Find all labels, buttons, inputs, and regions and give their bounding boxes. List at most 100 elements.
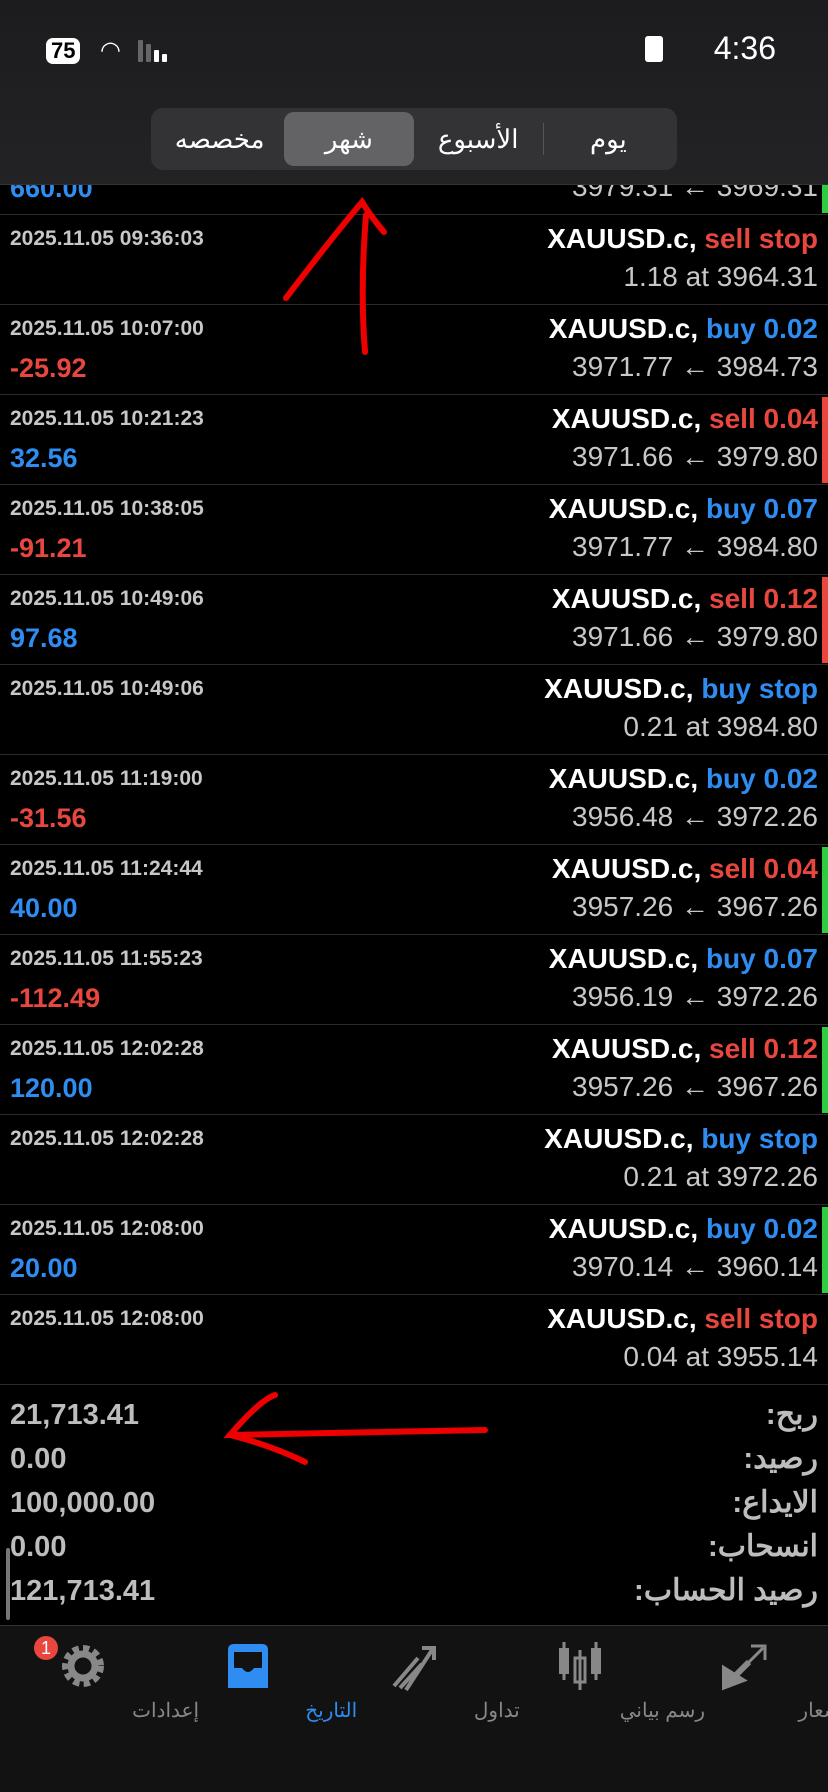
tab-settings[interactable]: 1 إعدادات	[0, 1626, 199, 1792]
row-price: 3956.19 ← 3972.26	[572, 981, 818, 1012]
symbol-name: XAUUSD.c,	[551, 583, 702, 614]
row-indicator	[822, 397, 828, 483]
row-action: buy 0.02	[705, 1213, 818, 1244]
segment-day[interactable]: يوم	[590, 123, 627, 154]
row-action: buy 0.07	[705, 943, 818, 974]
summary-line: 100,000.00 الايداع:	[0, 1483, 828, 1527]
row-action: buy 0.02	[705, 313, 818, 344]
row-price: 0.21 at 3972.26	[623, 1161, 818, 1192]
row-date: 2025.11.05 11:19:00	[10, 767, 203, 790]
segment-month[interactable]: شهر	[284, 112, 414, 166]
row-indicator	[822, 1207, 828, 1293]
row-action: sell 0.12	[709, 1033, 818, 1064]
history-row[interactable]: 2025.11.05 10:49:06 XAUUSD.c, buy stop 0…	[0, 665, 828, 755]
tab-trade[interactable]: تداول	[331, 1626, 520, 1792]
row-date: 2025.11.05 12:02:28	[10, 1127, 204, 1150]
row-profit: 97.68	[10, 623, 78, 653]
tab-bar: 1 إعدادات التاريخ تداول رسم بياني الاسعا…	[0, 1625, 828, 1792]
history-row[interactable]: 2025.11.05 12:08:00 20.00 XAUUSD.c, buy …	[0, 1205, 828, 1295]
symbol-name: XAUUSD.c,	[544, 673, 694, 704]
row-date: 2025.11.05 12:08:00	[10, 1217, 204, 1240]
summary-value: 21,713.41	[10, 1399, 140, 1431]
row-symbol: XAUUSD.c, buy 0.07	[549, 943, 818, 975]
symbol-name: XAUUSD.c,	[548, 313, 699, 344]
gear-icon	[61, 1645, 104, 1687]
row-date: 2025.11.05 11:24:44	[10, 857, 203, 880]
row-profit: -25.92	[10, 353, 87, 383]
row-profit: 120.00	[10, 1073, 93, 1103]
summary-line: 21,713.41 ربح:	[0, 1395, 828, 1439]
row-profit: 40.00	[10, 893, 78, 923]
summary-label: ربح:	[765, 1398, 818, 1431]
summary-value: 121,713.41	[10, 1575, 156, 1607]
row-date: 2025.11.05 09:36:03	[10, 227, 204, 250]
row-action: sell stop	[704, 223, 818, 254]
row-indicator	[822, 1027, 828, 1113]
battery-indicator: 75	[46, 38, 81, 64]
summary-line: 0.00 رصيد:	[0, 1439, 828, 1483]
header: 75 ◠ 4:36 يوم الأسبوع شهر مخصصه	[0, 0, 828, 185]
history-list: 660.00 3979.31 ← 3969.31 2025.11.05 09:3…	[0, 125, 828, 1385]
row-profit: -112.49	[10, 983, 101, 1013]
history-row[interactable]: 2025.11.05 10:38:05 -91.21 XAUUSD.c, buy…	[0, 485, 828, 575]
history-row[interactable]: 2025.11.05 12:02:28 120.00 XAUUSD.c, sel…	[0, 1025, 828, 1115]
row-symbol: XAUUSD.c, buy stop	[544, 673, 818, 705]
row-action: sell stop	[704, 1303, 818, 1334]
history-row[interactable]: 2025.11.05 10:21:23 32.56 XAUUSD.c, sell…	[0, 395, 828, 485]
scrollbar[interactable]	[6, 1548, 10, 1620]
row-price: 1.18 at 3964.31	[623, 261, 818, 292]
signal-icon	[138, 40, 167, 62]
status-bar: 75 ◠ 4:36	[0, 30, 828, 70]
row-indicator	[822, 577, 828, 663]
tab-label: إعدادات	[132, 1700, 200, 1722]
history-row[interactable]: 2025.11.05 11:55:23 -112.49 XAUUSD.c, bu…	[0, 935, 828, 1025]
symbol-name: XAUUSD.c,	[548, 943, 699, 974]
row-symbol: XAUUSD.c, buy 0.02	[549, 313, 818, 345]
row-symbol: XAUUSD.c, sell 0.12	[552, 1033, 818, 1065]
row-symbol: XAUUSD.c, sell stop	[547, 223, 818, 255]
history-row[interactable]: 2025.11.05 12:08:00 XAUUSD.c, sell stop …	[0, 1295, 828, 1385]
segment-custom[interactable]: مخصصه	[174, 123, 265, 154]
account-summary: 21,713.41 ربح: 0.00 رصيد: 100,000.00 الايداع:…	[0, 1395, 828, 1625]
row-action: sell 0.04	[709, 853, 818, 884]
row-date: 2025.11.05 10:21:23	[10, 407, 204, 430]
symbol-name: XAUUSD.c,	[548, 493, 699, 524]
inbox-icon	[228, 1644, 269, 1688]
row-profit: -91.21	[10, 533, 87, 563]
row-symbol: XAUUSD.c, buy 0.07	[549, 493, 818, 525]
row-date: 2025.11.05 10:38:05	[10, 497, 204, 520]
segment-week[interactable]: الأسبوع	[437, 123, 519, 154]
tab-chart[interactable]: رسم بياني	[497, 1626, 705, 1792]
row-profit: -31.56	[10, 803, 87, 833]
row-date: 2025.11.05 12:02:28	[10, 1037, 204, 1060]
row-indicator	[822, 847, 828, 933]
row-price: 3957.26 ← 3967.26	[572, 891, 818, 922]
tab-quotes[interactable]: الاسعار	[662, 1626, 828, 1792]
history-row[interactable]: 2025.11.05 11:19:00 -31.56 XAUUSD.c, buy…	[0, 755, 828, 845]
row-action: sell 0.04	[709, 403, 818, 434]
row-symbol: XAUUSD.c, sell stop	[547, 1303, 818, 1335]
row-price: 0.21 at 3984.80	[623, 711, 818, 742]
tab-history[interactable]: التاريخ	[166, 1626, 357, 1792]
row-symbol: XAUUSD.c, buy 0.02	[549, 1213, 818, 1245]
row-price: 3971.77 ← 3984.80	[572, 531, 818, 562]
history-row[interactable]: 2025.11.05 10:49:06 97.68 XAUUSD.c, sell…	[0, 575, 828, 665]
row-price: 3956.48 ← 3972.26	[572, 801, 818, 832]
row-action: buy 0.07	[705, 493, 818, 524]
symbol-name: XAUUSD.c,	[551, 403, 702, 434]
row-profit: 32.56	[10, 443, 78, 473]
wifi-icon: ◠	[100, 37, 121, 64]
row-profit: 20.00	[10, 1253, 78, 1283]
symbol-name: XAUUSD.c,	[547, 223, 697, 254]
history-row[interactable]: 2025.11.05 12:02:28 XAUUSD.c, buy stop 0…	[0, 1115, 828, 1205]
history-row[interactable]: 2025.11.05 09:36:03 XAUUSD.c, sell stop …	[0, 215, 828, 305]
symbol-name: XAUUSD.c,	[551, 853, 702, 884]
symbol-name: XAUUSD.c,	[547, 1303, 697, 1334]
trade-arrow-icon	[392, 1646, 436, 1692]
row-symbol: XAUUSD.c, sell 0.12	[552, 583, 818, 615]
row-action: buy 0.02	[705, 763, 818, 794]
candlestick-icon	[558, 1642, 601, 1690]
row-price: 3971.66 ← 3979.80	[572, 441, 818, 472]
history-row[interactable]: 2025.11.05 10:07:00 -25.92 XAUUSD.c, buy…	[0, 305, 828, 395]
history-row[interactable]: 2025.11.05 11:24:44 40.00 XAUUSD.c, sell…	[0, 845, 828, 935]
